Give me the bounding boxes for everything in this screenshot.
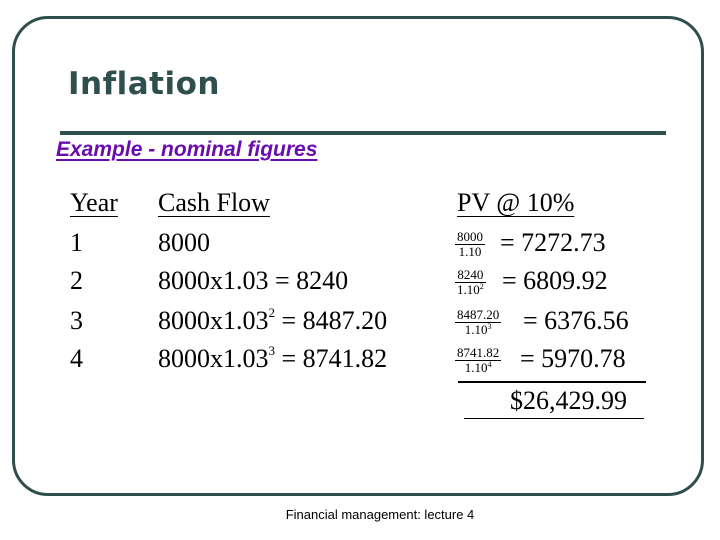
cash-flow-cell: 8000x1.033 = 8741.82	[158, 343, 388, 373]
total-underline	[464, 418, 644, 419]
pv-fraction: 8240 1.102	[455, 268, 486, 297]
pv-value: = 7272.73	[500, 228, 606, 257]
slide-frame	[12, 16, 704, 496]
year-cell: 2	[70, 266, 83, 295]
cash-flow-cell: 8000x1.032 = 8487.20	[158, 305, 388, 335]
year-cell: 4	[70, 344, 83, 373]
pv-numerator: 8000	[455, 229, 485, 245]
pv-value: = 5970.78	[520, 344, 626, 373]
title-divider	[60, 131, 666, 135]
cash-flow-cell: 8000x1.03 = 8240	[158, 266, 349, 295]
slide-footer: Financial management: lecture 4	[285, 507, 475, 522]
year-cell: 1	[70, 228, 83, 257]
pv-fraction: 8487.20 1.103	[455, 307, 502, 337]
pv-numerator: 8240	[455, 268, 486, 283]
header-year: Year	[70, 188, 118, 217]
pv-denominator: 1.102	[457, 282, 484, 297]
pv-fraction: 8741.82 1.104	[455, 345, 502, 375]
sum-line	[458, 381, 646, 383]
header-pv: PV @ 10%	[457, 188, 575, 217]
pv-numerator: 8741.82	[455, 345, 502, 361]
slide-title: Inflation	[68, 66, 220, 102]
pv-denominator: 1.103	[464, 322, 492, 337]
year-cell: 3	[70, 306, 83, 335]
pv-value: = 6376.56	[523, 306, 629, 335]
header-cash-flow: Cash Flow	[158, 188, 270, 217]
pv-denominator: 1.104	[464, 360, 492, 375]
slide-subtitle: Example - nominal figures	[56, 138, 318, 161]
pv-fraction: 8000 1.10	[455, 230, 485, 259]
cash-flow-cell: 8000	[158, 228, 210, 257]
pv-numerator: 8487.20	[455, 307, 502, 323]
pv-total: $26,429.99	[510, 386, 627, 415]
pv-denominator: 1.10	[458, 244, 482, 259]
pv-value: = 6809.92	[502, 266, 608, 295]
